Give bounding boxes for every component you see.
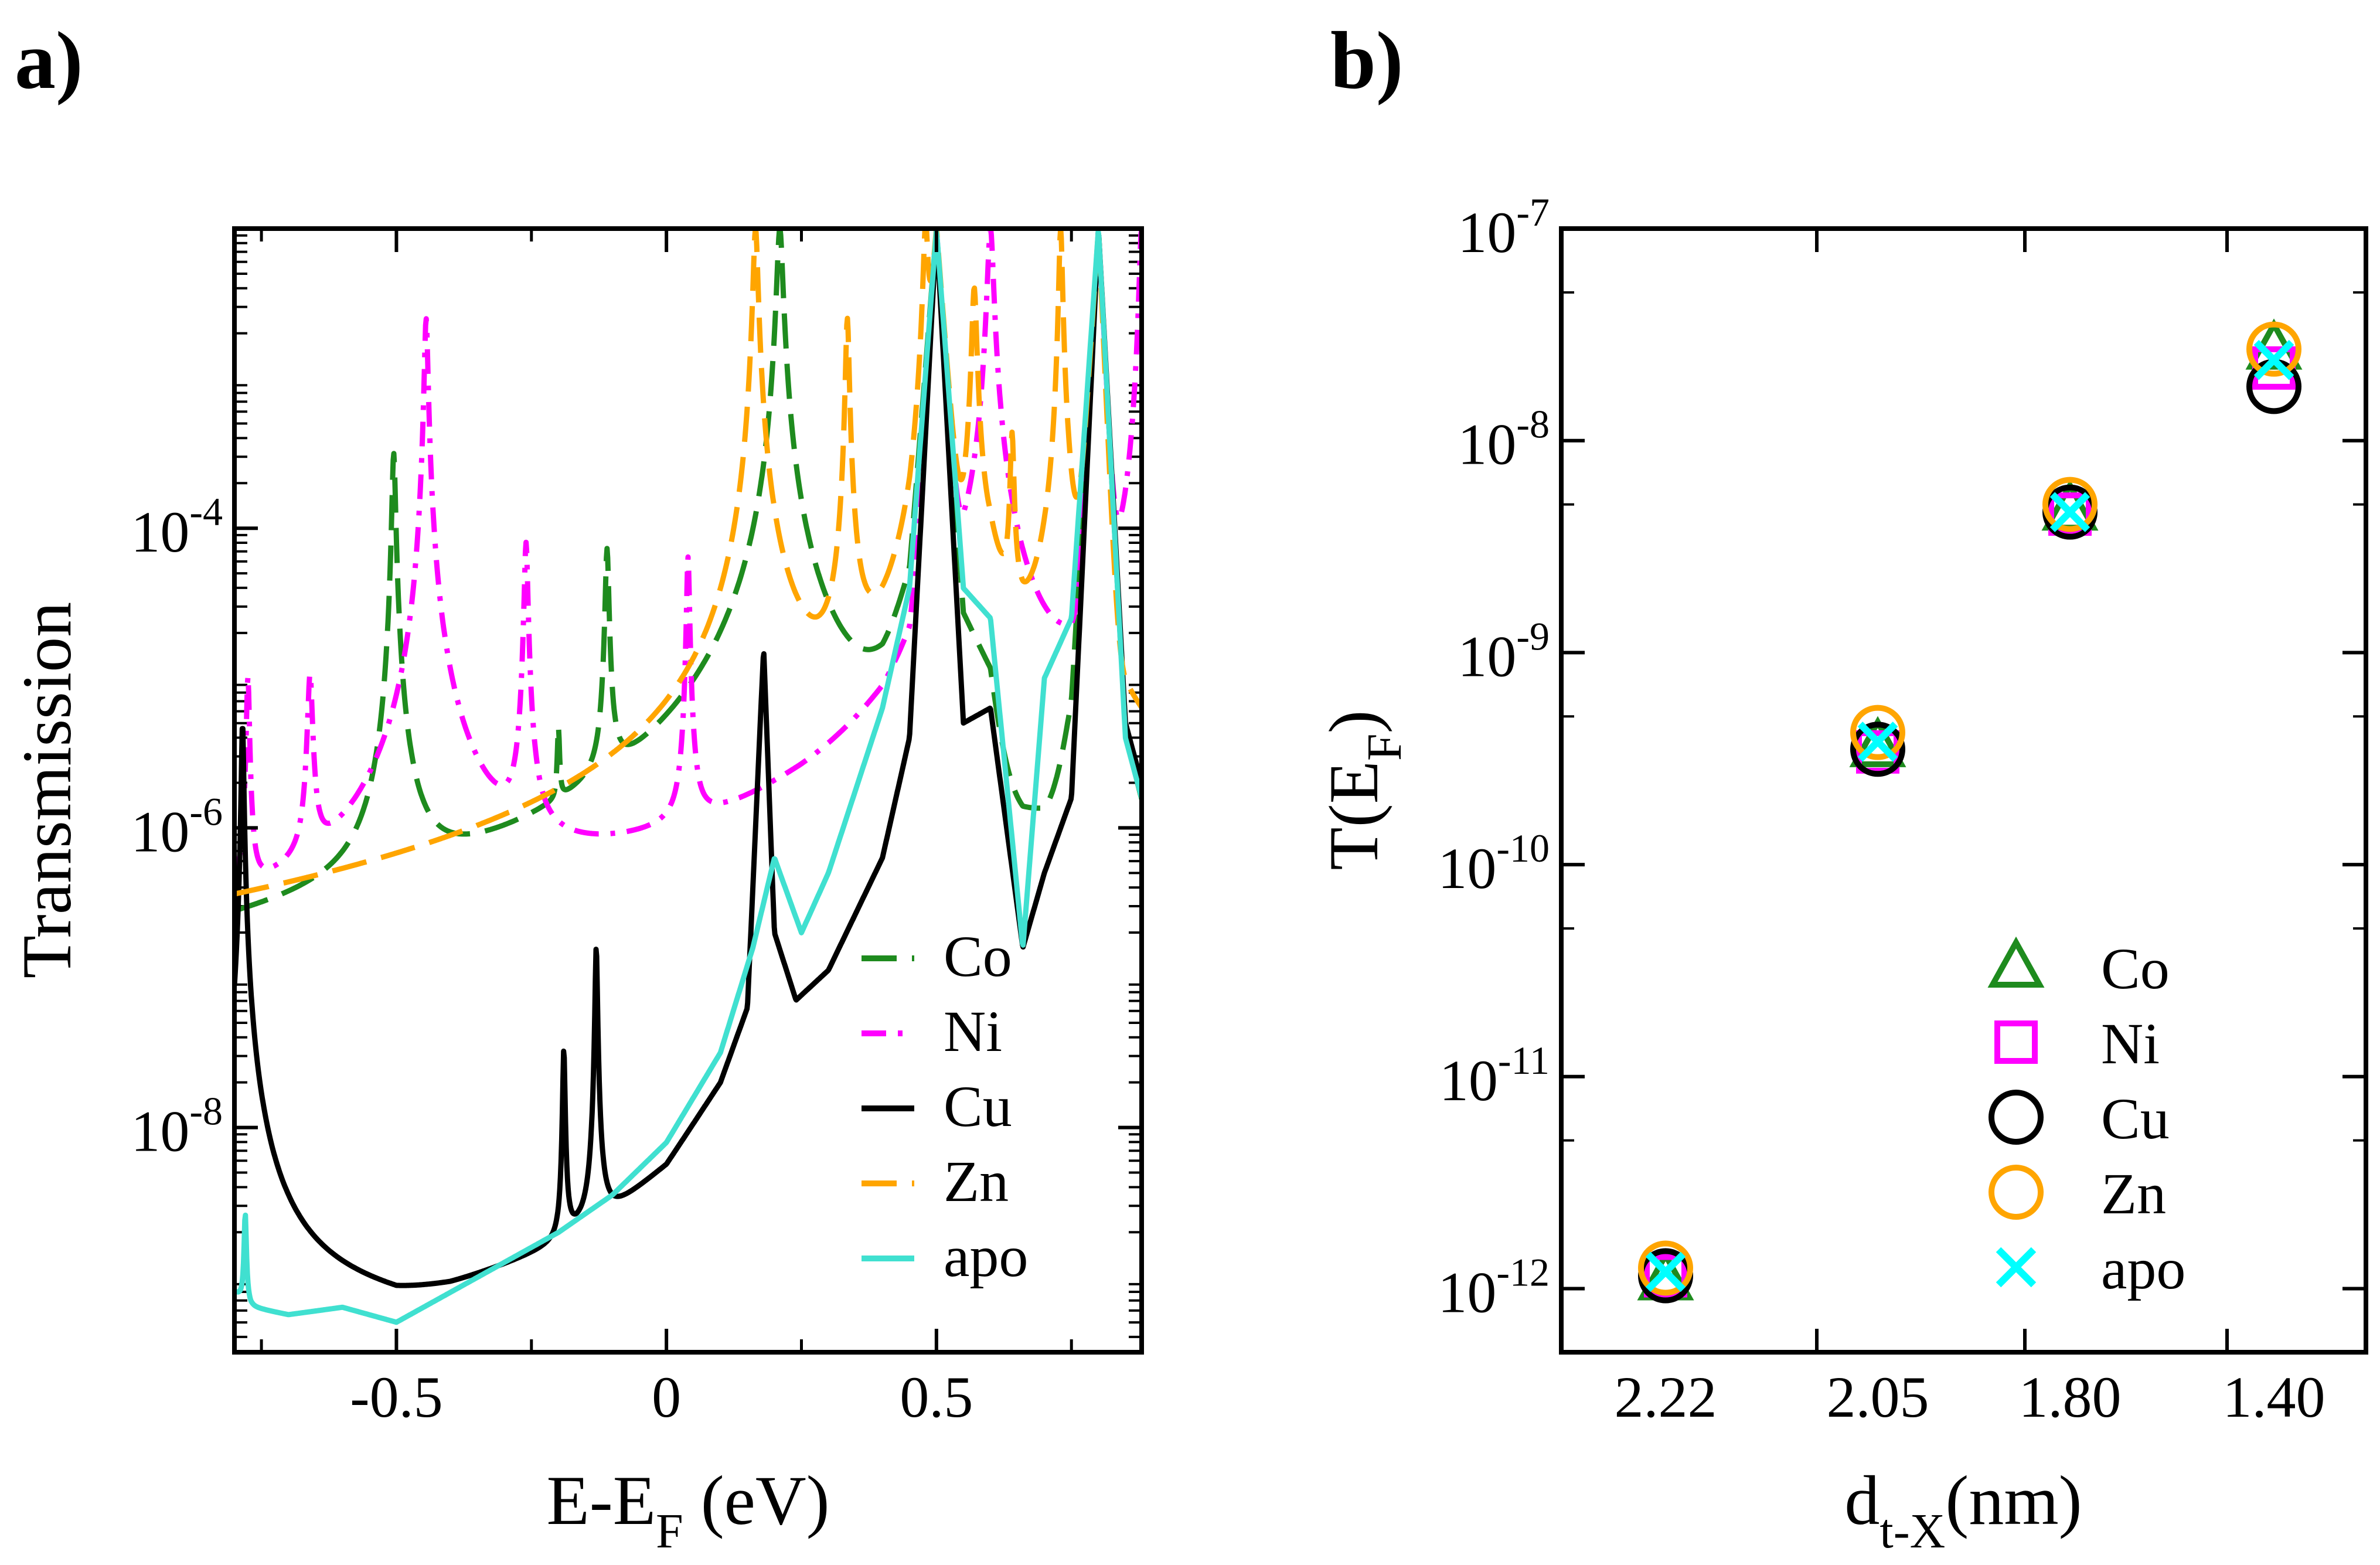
y-tick-label: 10-7 <box>1458 190 1550 265</box>
point-apo <box>1857 722 1898 762</box>
data-points <box>1637 318 2303 1304</box>
plot-frame <box>232 226 1144 1355</box>
point-ni <box>2048 492 2092 536</box>
y-axis-title-main: T(E <box>1315 761 1392 870</box>
point-apo <box>2049 492 2090 532</box>
y-axis: 10-8 10-6 10-4 <box>131 489 1142 1164</box>
x-axis-title-main: E-E <box>546 1461 656 1539</box>
point-zn <box>1850 705 1905 760</box>
x-axis-title-sub: t-X <box>1880 1504 1945 1559</box>
legend-label-ni: Ni <box>2101 1011 2160 1076</box>
point-apo-stroke <box>1645 1251 1686 1292</box>
legend: Co Ni Cu Zn apo <box>1987 936 2185 1301</box>
legend-marker-apo-stroke <box>1996 1247 2037 1288</box>
y-axis: 10-12 10-11 10-10 10-9 10-8 10-7 <box>1438 190 2366 1325</box>
x-tick-label: 1.40 <box>2223 1365 2325 1430</box>
y-axis-title: Transmission <box>8 602 86 978</box>
panel-label-a: a) <box>15 15 83 106</box>
x-tick-label: 2.05 <box>1827 1365 1929 1430</box>
legend-marker-co <box>1987 936 2045 988</box>
x-axis-title: dt-X(nm) <box>1844 1461 2082 1559</box>
x-axis: 2.22 2.05 1.80 1.40 <box>1615 229 2325 1430</box>
point-zn <box>2042 477 2098 532</box>
series-cu <box>234 230 1142 1288</box>
legend-label-apo: apo <box>944 1224 1028 1289</box>
legend-marker-ni <box>1994 1020 2038 1064</box>
legend-label-co: Co <box>944 924 1012 989</box>
point-apo-stroke <box>2049 492 2090 532</box>
legend-marker-apo <box>1996 1247 2037 1288</box>
point-co <box>1849 716 1906 767</box>
x-tick-label: -0.5 <box>350 1365 442 1430</box>
panel-label-b: b) <box>1330 15 1403 106</box>
legend-label-ni: Ni <box>944 999 1002 1064</box>
y-tick-label: 10-4 <box>131 489 223 564</box>
x-axis-title-sub: F <box>656 1504 683 1559</box>
y-tick-label: 10-12 <box>1438 1250 1550 1325</box>
x-axis-title-unit: (nm) <box>1945 1461 2082 1539</box>
point-apo <box>2253 339 2294 380</box>
point-zn <box>1638 1240 1693 1296</box>
y-tick-label: 10-11 <box>1439 1038 1550 1113</box>
chart-transmission: -0.5 0 0.5 10-8 10-6 10-4 Transmission E-EF … <box>8 226 1144 1559</box>
series-apo <box>234 229 1142 1325</box>
x-tick-label: 0.5 <box>900 1365 973 1430</box>
x-axis-title: E-EF (eV) <box>546 1461 829 1559</box>
legend-marker-cu <box>1989 1090 2044 1145</box>
legend-label-co: Co <box>2101 936 2170 1001</box>
x-tick-label: 1.80 <box>2019 1365 2122 1430</box>
point-apo <box>1645 1251 1686 1292</box>
x-axis-title-unit: (eV) <box>683 1461 830 1539</box>
series-zn <box>234 229 1142 897</box>
x-axis: -0.5 0 0.5 <box>260 229 1073 1430</box>
y-tick-label: 10-8 <box>131 1089 223 1164</box>
y-axis-title-end: ) <box>1315 710 1392 733</box>
y-tick-label: 10-9 <box>1458 614 1550 689</box>
legend-label-zn: Zn <box>944 1149 1009 1214</box>
series-co <box>234 229 1142 913</box>
legend-label-apo: apo <box>2101 1236 2185 1301</box>
point-cu <box>1850 722 1905 777</box>
y-minor-ticks <box>1561 291 2366 1142</box>
y-tick-label: 10-6 <box>131 789 223 864</box>
legend-label-zn: Zn <box>2101 1161 2166 1226</box>
chart-transmission-vs-distance: 2.22 2.05 1.80 1.40 10-12 10-11 10-10 10-9 10-8… <box>1315 190 2368 1559</box>
y-tick-label: 10-10 <box>1438 826 1550 901</box>
y-axis-title-sub: F <box>1357 733 1412 761</box>
y-tick-label: 10-8 <box>1458 402 1550 477</box>
point-zn <box>2246 321 2301 377</box>
point-apo-stroke <box>2253 339 2294 380</box>
legend-label-cu: Cu <box>944 1074 1012 1139</box>
y-axis-title: T(EF) <box>1315 710 1412 870</box>
plot-frame <box>1559 226 2368 1355</box>
legend-label-cu: Cu <box>2101 1086 2170 1151</box>
x-axis-title-main: d <box>1844 1461 1880 1539</box>
legend-marker-zn <box>1989 1165 2044 1220</box>
x-tick-label: 0 <box>652 1365 681 1430</box>
point-apo-stroke <box>1857 722 1898 762</box>
x-tick-label: 2.22 <box>1615 1365 1717 1430</box>
legend: Co Ni Cu Zn apo <box>862 924 1028 1289</box>
